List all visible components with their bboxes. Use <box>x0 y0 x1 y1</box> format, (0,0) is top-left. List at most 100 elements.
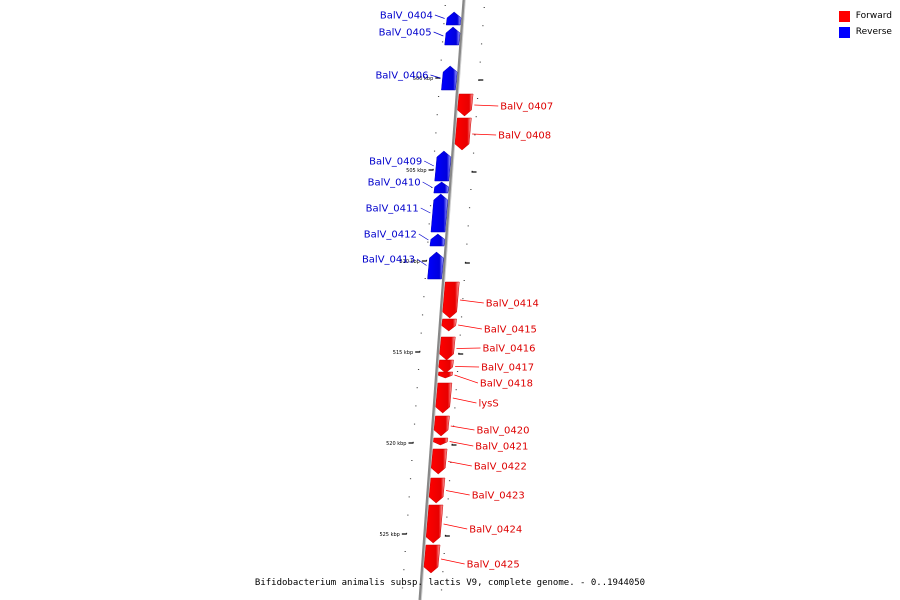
gene-BalV_0410-feature <box>433 181 449 194</box>
minor-tick-mark <box>407 514 409 516</box>
gene-BalV_0404-leader <box>434 14 445 19</box>
minor-tick-mark <box>404 551 406 552</box>
minor-tick-mark <box>440 59 442 61</box>
minor-tick-mark <box>463 280 465 281</box>
gene-BalV_0416-leader <box>456 347 481 349</box>
gene-BalV_0407-feature <box>457 93 474 117</box>
gene-BalV_0410-leader <box>422 181 433 188</box>
gene-BalV_0409-feature <box>434 150 452 182</box>
minor-tick-mark <box>462 298 464 300</box>
gene-BalV_0422-feature <box>430 448 448 475</box>
gene-BalV_0415-leader <box>458 324 482 330</box>
legend-item-forward: Forward <box>838 8 892 24</box>
gene-label[interactable]: lysS <box>478 399 498 410</box>
minor-tick-mark <box>436 114 438 116</box>
gene-lysS-feature <box>435 382 453 414</box>
minor-tick-mark <box>451 443 453 445</box>
gene-BalV_0413-leader <box>416 258 427 266</box>
gene-label[interactable]: BalV_0415 <box>484 325 537 336</box>
gene-label[interactable]: BalV_0405 <box>379 28 432 39</box>
gene-label[interactable]: BalV_0407 <box>500 102 553 113</box>
minor-tick-mark <box>441 41 444 43</box>
gene-label[interactable]: BalV_0418 <box>480 379 533 390</box>
gene-label[interactable]: BalV_0406 <box>375 71 428 82</box>
gene-BalV_0423-feature <box>428 477 446 504</box>
legend-label-forward: Forward <box>855 11 892 21</box>
major-ticks: 500 kbp 505 kbp 510 kbp 515 kbp 520 kbp 525 k… <box>379 76 484 538</box>
minor-tick-mark <box>420 332 422 334</box>
gene-lysS-leader <box>452 397 477 404</box>
minor-tick-mark <box>401 587 404 589</box>
scale-tick-label: 520 kbp <box>386 441 406 447</box>
gene-label[interactable]: BalV_0420 <box>476 426 529 437</box>
gene-label[interactable]: BalV_0416 <box>482 344 535 355</box>
minor-tick-mark <box>470 189 472 190</box>
legend-swatch-reverse <box>838 26 850 38</box>
minor-tick-mark <box>412 441 414 443</box>
gene-BalV_0422-leader <box>448 461 472 467</box>
minor-tick-mark <box>427 241 429 243</box>
minor-tick-mark <box>466 243 468 245</box>
minor-tick-mark <box>444 534 447 536</box>
minor-tick-mark <box>483 7 485 8</box>
gene-label[interactable]: BalV_0422 <box>474 462 527 473</box>
genome-backbone-highlight <box>420 0 466 600</box>
gene-BalV_0412-leader <box>418 233 429 241</box>
gene-label[interactable]: BalV_0423 <box>472 491 525 502</box>
minor-tick-mark <box>455 389 457 391</box>
gene-label[interactable]: BalV_0424 <box>469 525 522 536</box>
gene-label[interactable]: BalV_0417 <box>481 363 534 374</box>
gene-label[interactable]: BalV_0425 <box>467 560 520 571</box>
gene-features <box>423 11 474 574</box>
gene-BalV_0417-feature <box>438 359 454 374</box>
legend-label-reverse: Reverse <box>855 27 892 37</box>
gene-BalV_0424-feature <box>425 504 444 544</box>
gene-BalV_0425-feature <box>423 544 441 574</box>
minor-tick-mark <box>479 61 481 63</box>
gene-BalV_0412-feature <box>429 233 446 247</box>
minor-tick-mark <box>482 25 484 27</box>
gene-BalV_0408-leader <box>472 133 497 136</box>
gene-BalV_0407-leader <box>474 104 499 107</box>
gene-label[interactable]: BalV_0413 <box>362 255 415 266</box>
gene-label[interactable]: BalV_0409 <box>369 157 422 168</box>
minor-ticks <box>401 5 485 591</box>
minor-tick-mark <box>416 387 418 389</box>
minor-tick-mark <box>419 350 421 352</box>
legend-swatch-forward <box>838 10 850 22</box>
minor-tick-mark <box>432 168 434 170</box>
minor-tick-mark <box>440 589 443 591</box>
gene-BalV_0423-leader <box>445 490 470 496</box>
minor-tick-mark <box>442 571 444 573</box>
gene-label[interactable]: BalV_0421 <box>475 442 528 453</box>
minor-tick-mark <box>467 225 469 227</box>
gene-BalV_0421-feature <box>433 437 449 446</box>
minor-tick-mark <box>456 371 459 372</box>
minor-tick-mark <box>464 261 467 263</box>
gene-BalV_0420-feature <box>433 415 450 437</box>
minor-tick-mark <box>474 134 476 136</box>
gene-label[interactable]: BalV_0408 <box>498 131 551 142</box>
scale-tick-label: 525 kbp <box>379 532 399 538</box>
minor-tick-mark <box>424 278 426 279</box>
gene-BalV_0405-leader <box>433 31 444 37</box>
gene-BalV_0404-feature <box>445 11 462 26</box>
minor-tick-mark <box>472 152 475 154</box>
gene-label[interactable]: BalV_0404 <box>380 11 433 22</box>
gene-label[interactable]: BalV_0410 <box>368 178 421 189</box>
gene-BalV_0420-leader <box>450 425 475 431</box>
gene-labels: BalV_0404 BalV_0405 BalV_0406 BalV_0407 BalV… <box>362 11 553 571</box>
minor-tick-mark <box>411 460 413 461</box>
minor-tick-mark <box>437 96 440 97</box>
scale-tick-label: 505 kbp <box>406 168 426 174</box>
gene-label[interactable]: BalV_0414 <box>486 299 539 310</box>
gene-label[interactable]: BalV_0411 <box>366 204 419 215</box>
minor-tick-mark <box>417 369 420 370</box>
gene-label[interactable]: BalV_0412 <box>364 230 417 241</box>
genome-caption: Bifidobacterium animalis subsp. lactis V… <box>254 578 646 588</box>
minor-tick-mark <box>480 43 483 45</box>
gene-BalV_0409-leader <box>424 160 434 167</box>
gene-BalV_0415-feature <box>441 318 457 332</box>
gene-BalV_0418-leader <box>454 374 479 384</box>
minor-tick-mark <box>433 150 436 152</box>
